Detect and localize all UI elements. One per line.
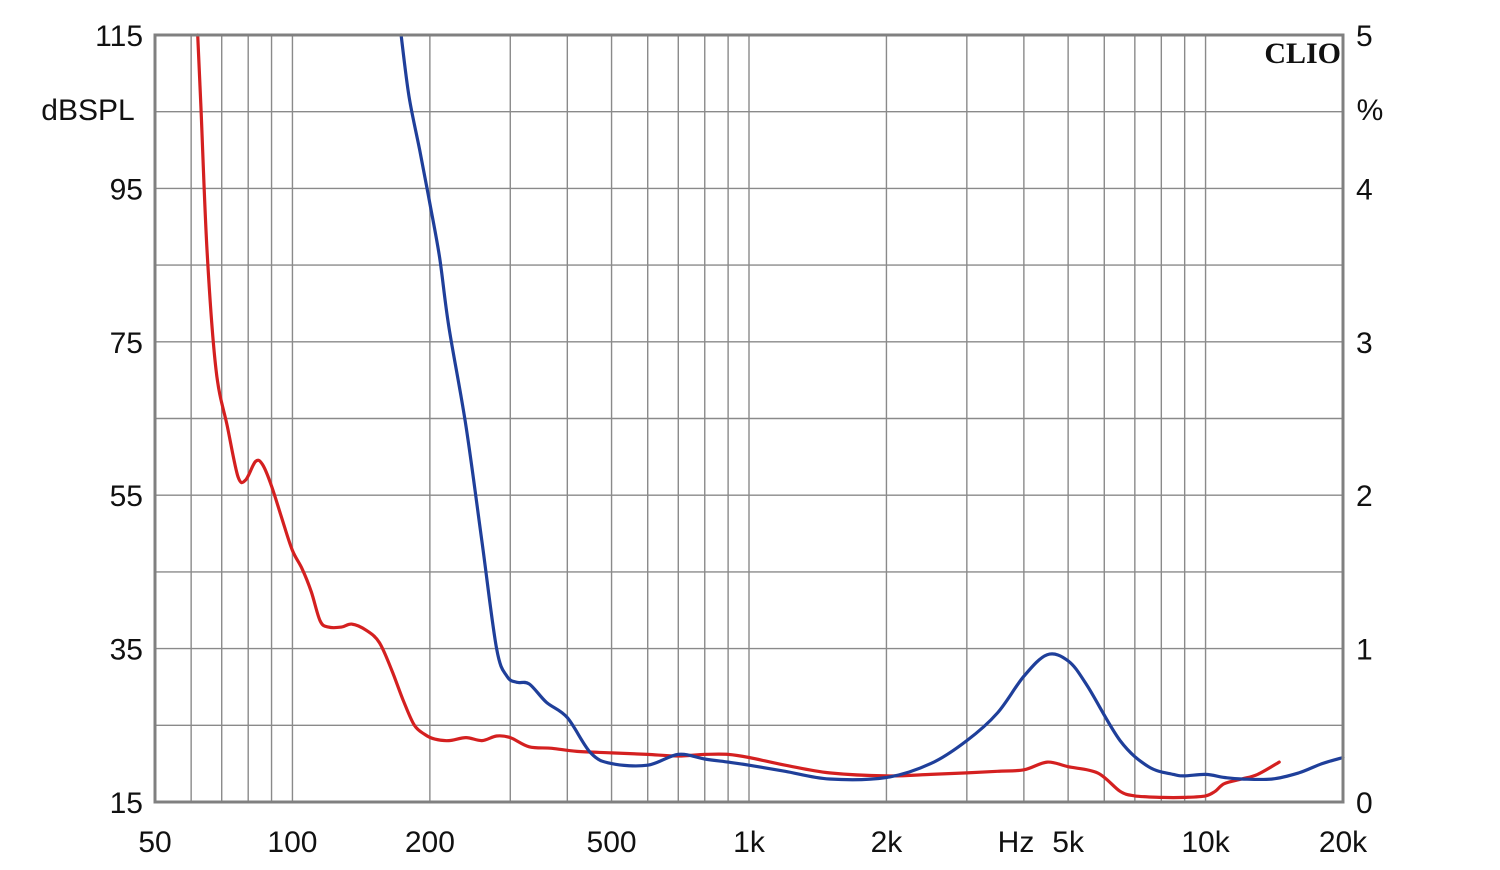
clio-brand-label: CLIO bbox=[1264, 37, 1341, 70]
x-tick-labels: 50 100 200 500 1k 2k 5k 10k 20k bbox=[138, 826, 1368, 859]
x-tick-label: 50 bbox=[138, 826, 171, 859]
x-tick-label: 500 bbox=[587, 826, 637, 859]
y-left-tick-label: 115 bbox=[95, 20, 143, 53]
series-line-2 bbox=[399, 33, 1345, 782]
x-tick-label: 1k bbox=[733, 826, 766, 859]
y-right-tick-label: 2 bbox=[1356, 480, 1373, 513]
plot-frame bbox=[153, 33, 1345, 804]
x-tick-label: 10k bbox=[1181, 826, 1230, 859]
y-left-tick-labels: 115 95 75 55 35 15 bbox=[95, 20, 143, 820]
x-tick-label: 200 bbox=[405, 826, 455, 859]
y-right-unit-label: % bbox=[1357, 94, 1384, 127]
y-right-tick-label: 5 bbox=[1356, 20, 1373, 53]
series-layer bbox=[196, 33, 1345, 800]
y-left-tick-label: 35 bbox=[110, 634, 143, 667]
y-left-tick-label: 15 bbox=[110, 787, 143, 820]
grid bbox=[155, 35, 1343, 802]
y-left-unit-label: dBSPL bbox=[41, 94, 134, 127]
y-right-tick-label: 1 bbox=[1356, 634, 1373, 667]
y-right-tick-labels: 5 4 3 2 1 0 bbox=[1356, 20, 1373, 820]
y-left-tick-label: 75 bbox=[110, 327, 143, 360]
y-left-tick-label: 95 bbox=[110, 173, 143, 206]
y-right-tick-label: 4 bbox=[1356, 173, 1373, 206]
x-tick-label: 100 bbox=[267, 826, 317, 859]
x-tick-label: 5k bbox=[1052, 826, 1085, 859]
x-tick-label: 2k bbox=[871, 826, 904, 859]
y-left-tick-label: 55 bbox=[110, 480, 143, 513]
x-tick-label: 20k bbox=[1319, 826, 1368, 859]
x-unit-label: Hz bbox=[998, 826, 1035, 859]
y-right-tick-label: 0 bbox=[1356, 787, 1373, 820]
y-right-tick-label: 3 bbox=[1356, 327, 1373, 360]
series-line-1 bbox=[196, 33, 1281, 800]
